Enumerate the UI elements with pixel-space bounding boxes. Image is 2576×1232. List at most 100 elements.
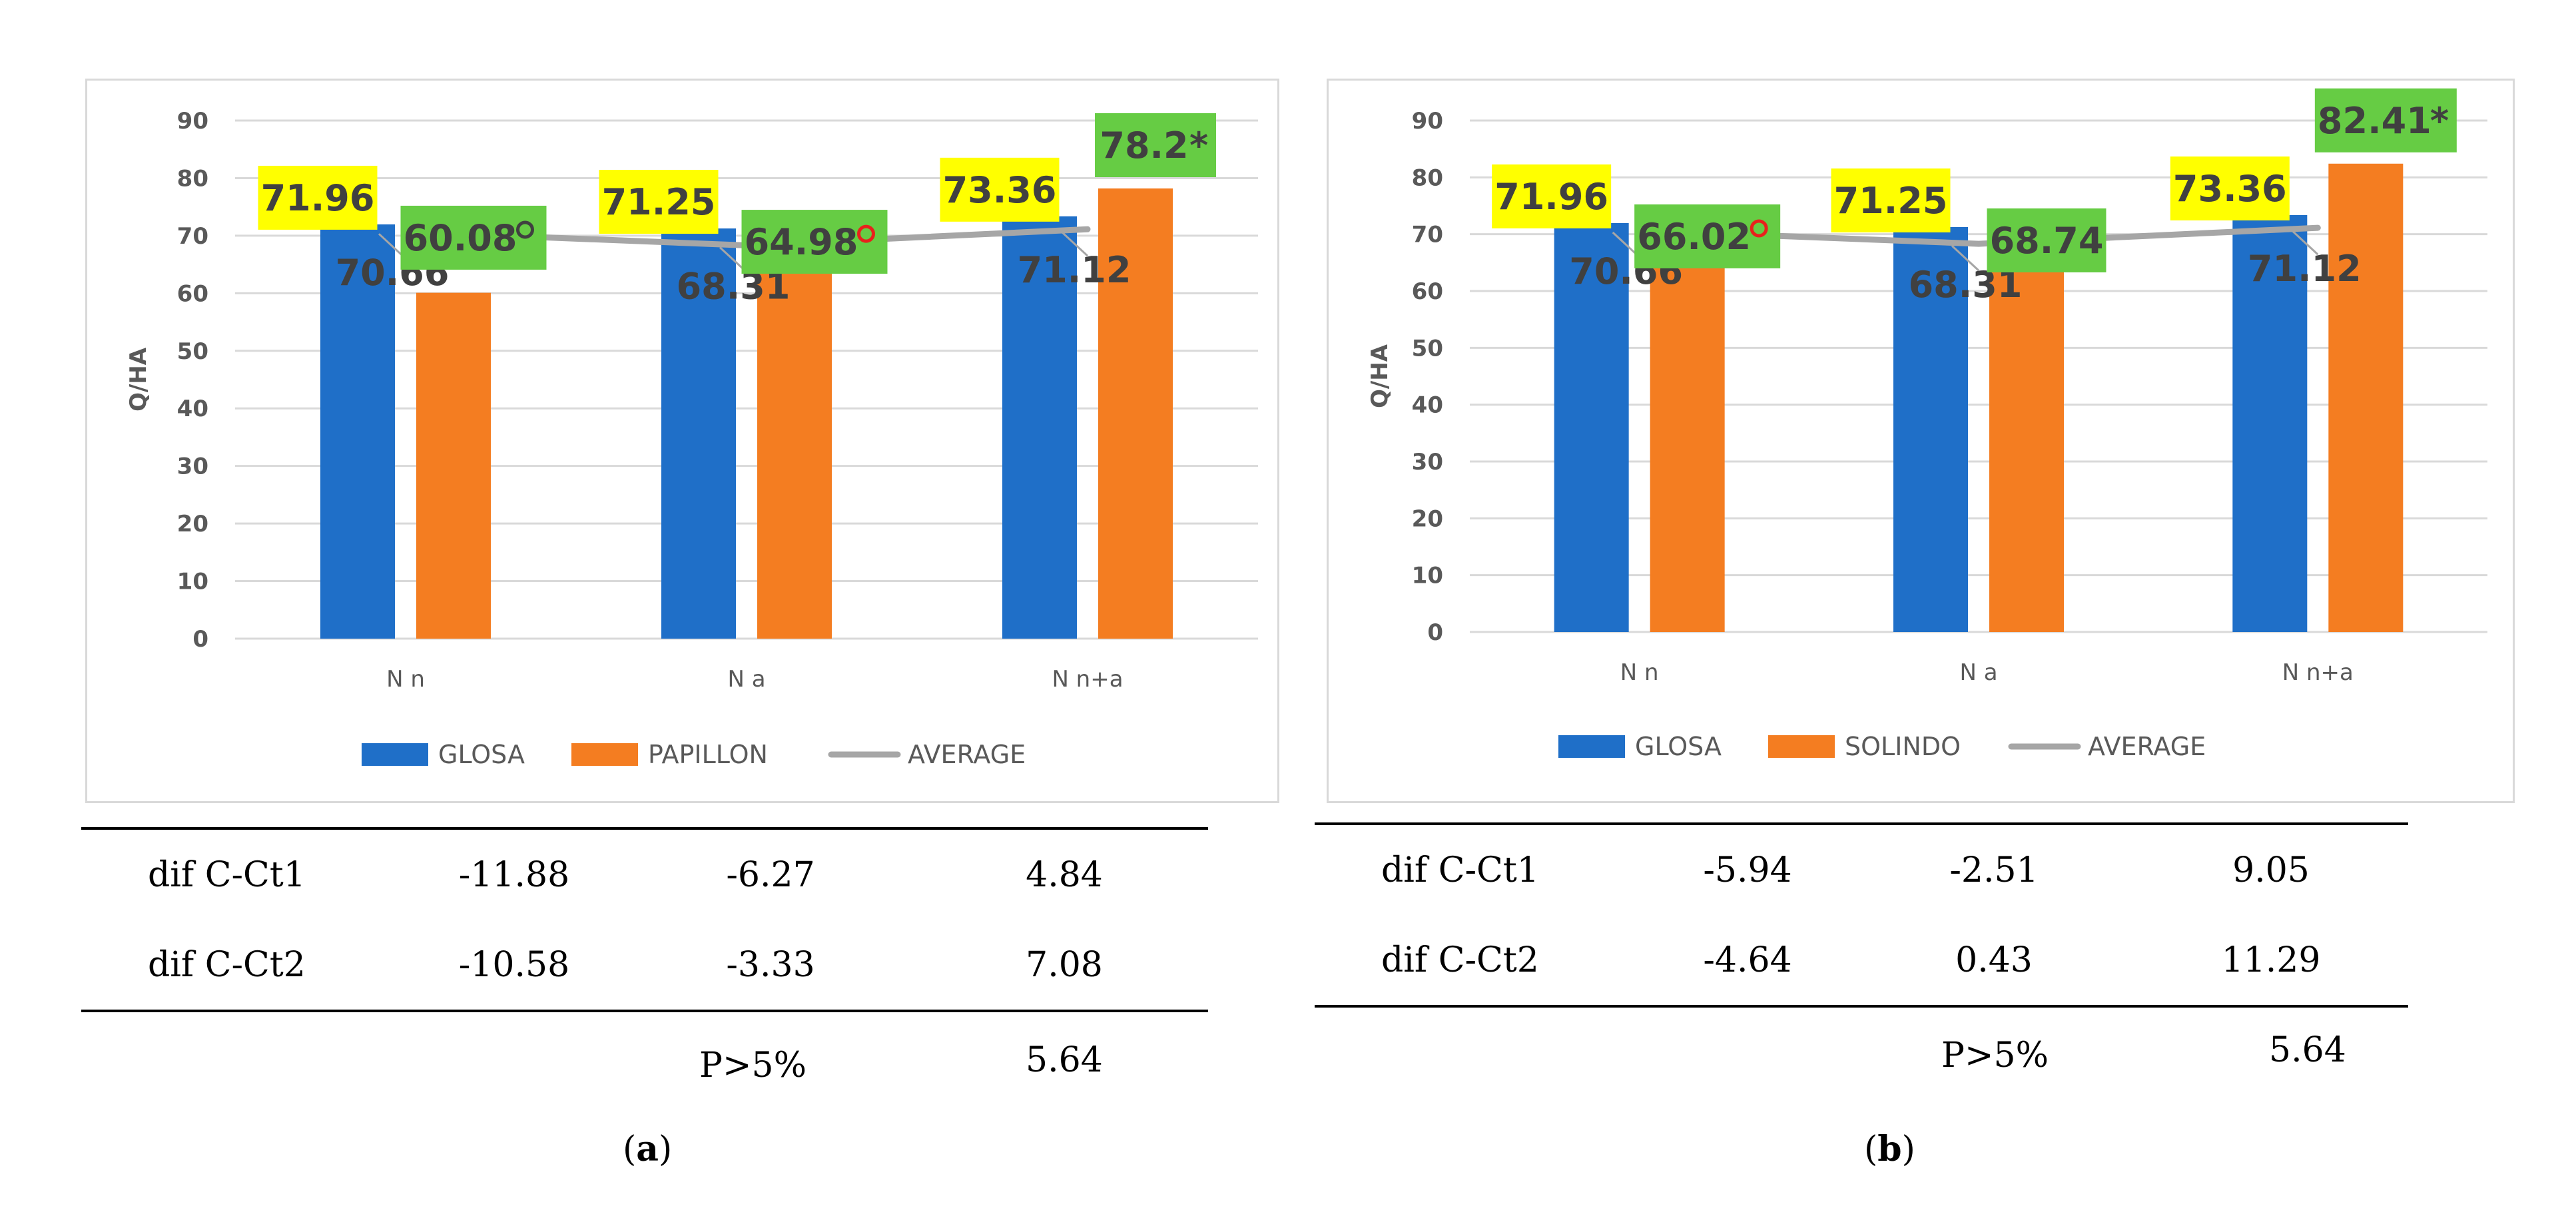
series2-value-label: 82.41 xyxy=(2318,100,2431,142)
cell-value: -2.51 xyxy=(1854,822,2134,915)
significance-circle-mark xyxy=(1750,219,1768,238)
glosa-label-box xyxy=(1492,164,1612,228)
p-value: 5.64 xyxy=(2269,1030,2346,1070)
y-axis-title: Q/HA xyxy=(1367,344,1393,408)
caption-b: (b) xyxy=(1864,1129,1915,1169)
legend-label-solindo: SOLINDO xyxy=(1845,732,1961,761)
y-tick-label: 40 xyxy=(1412,392,1443,419)
cell-value: -6.27 xyxy=(621,827,920,920)
series2-value-label: 78.2 xyxy=(1100,125,1188,166)
glosa-label-box xyxy=(599,170,719,234)
y-tick-label: 90 xyxy=(177,108,208,135)
leader-line xyxy=(2290,229,2319,256)
cell-value: -3.33 xyxy=(621,920,920,1012)
average-value-label: 71.12 xyxy=(1018,249,1131,291)
leader-line xyxy=(1060,230,1089,257)
bar-glosa xyxy=(1002,216,1077,639)
cell-value: 4.84 xyxy=(920,827,1208,920)
cell-value: -5.94 xyxy=(1641,822,1854,915)
row-label: dif C-Ct2 xyxy=(1315,915,1641,1008)
y-tick-label: 30 xyxy=(177,454,208,480)
leader-line xyxy=(1951,244,1980,272)
legend-swatch-solindo xyxy=(1768,735,1835,758)
bar-papillon xyxy=(1098,188,1173,639)
row-label: dif C-Ct1 xyxy=(81,827,408,920)
y-tick-label: 40 xyxy=(177,396,208,422)
bar-glosa xyxy=(2232,214,2308,633)
table-row: dif C-Ct1 -11.88 -6.27 4.84 xyxy=(81,827,1208,920)
row-label: dif C-Ct2 xyxy=(81,920,408,1012)
solindo-label-box xyxy=(1095,113,1216,178)
y-tick-label: 90 xyxy=(1412,108,1443,135)
x-tick-label: N n+a xyxy=(1052,666,1123,693)
caption-letter: b xyxy=(1877,1129,1902,1169)
glosa-value-label: 73.36 xyxy=(2173,168,2287,210)
cell-value: 7.08 xyxy=(920,920,1208,1012)
x-tick-label: N a xyxy=(1959,659,1997,686)
bar-papillon xyxy=(757,264,832,639)
bar-papillon xyxy=(416,292,491,639)
y-tick-label: 20 xyxy=(1412,505,1443,532)
bar-glosa xyxy=(1554,222,1629,632)
series2-value-label: 60.08 xyxy=(404,217,517,259)
legend-label-papillon: PAPILLON xyxy=(648,740,768,769)
y-tick-label: 0 xyxy=(192,626,208,653)
row-label: dif C-Ct1 xyxy=(1315,822,1641,915)
significance-star-mark: * xyxy=(1189,125,1208,166)
caption-close: ) xyxy=(1901,1129,1915,1169)
glosa-value-label: 71.25 xyxy=(1834,180,1948,222)
glosa-value-label: 73.36 xyxy=(943,169,1057,211)
glosa-value-label: 71.96 xyxy=(1494,176,1608,218)
legend-swatch-glosa xyxy=(362,743,428,766)
y-tick-label: 50 xyxy=(1412,335,1443,362)
cell-value: -10.58 xyxy=(408,920,621,1012)
legend-label-glosa: GLOSA xyxy=(1635,732,1722,761)
y-tick-label: 10 xyxy=(1412,563,1443,589)
x-tick-label: N a xyxy=(727,666,765,693)
difference-table-b: dif C-Ct1 -5.94 -2.51 9.05 dif C-Ct2 -4.… xyxy=(1315,822,2408,1008)
legend-swatch-glosa xyxy=(1558,735,1625,758)
bar-glosa xyxy=(1893,227,1968,632)
glosa-label-box xyxy=(2170,156,2290,220)
x-tick-label: N n xyxy=(386,666,425,693)
caption-open: ( xyxy=(623,1129,637,1169)
y-tick-label: 60 xyxy=(177,280,208,307)
series2-value-label: 68.74 xyxy=(1990,220,2104,262)
cell-value: 0.43 xyxy=(1854,915,2134,1008)
legend-label-average: AVERAGE xyxy=(2088,732,2206,761)
difference-table-a: dif C-Ct1 -11.88 -6.27 4.84 dif C-Ct2 -1… xyxy=(81,827,1208,1012)
glosa-label-box xyxy=(940,157,1060,222)
y-tick-label: 0 xyxy=(1427,619,1443,646)
y-axis-title: Q/HA xyxy=(125,347,152,412)
significance-circle-mark xyxy=(857,224,875,243)
table-row: dif C-Ct2 -10.58 -3.33 7.08 xyxy=(81,920,1208,1012)
series2-value-label: 64.98 xyxy=(745,221,858,263)
glosa-label-box xyxy=(258,165,378,230)
bar-solindo xyxy=(2328,163,2404,632)
glosa-value-label: 71.25 xyxy=(602,181,716,223)
significance-star-mark: * xyxy=(2430,100,2449,142)
y-tick-label: 80 xyxy=(177,165,208,192)
glosa-label-box xyxy=(1831,168,1951,232)
y-tick-label: 30 xyxy=(1412,449,1443,475)
y-tick-label: 50 xyxy=(177,338,208,365)
y-tick-label: 10 xyxy=(177,569,208,595)
x-tick-label: N n+a xyxy=(2282,659,2354,686)
bar-solindo xyxy=(1650,256,1725,632)
caption-open: ( xyxy=(1864,1129,1878,1169)
legend-label-average: AVERAGE xyxy=(908,740,1026,769)
y-tick-label: 80 xyxy=(1412,164,1443,191)
table-row: dif C-Ct2 -4.64 0.43 11.29 xyxy=(1315,915,2408,1008)
legend-label-glosa: GLOSA xyxy=(438,740,525,769)
p-value: 5.64 xyxy=(1026,1040,1103,1080)
bar-solindo xyxy=(1989,241,2064,632)
y-tick-label: 70 xyxy=(1412,222,1443,248)
table-row: dif C-Ct1 -5.94 -2.51 9.05 xyxy=(1315,822,2408,915)
caption-a: (a) xyxy=(623,1129,672,1169)
glosa-value-label: 71.96 xyxy=(261,177,375,219)
solindo-label-box xyxy=(2314,88,2457,153)
solindo-label-box xyxy=(1987,208,2106,272)
